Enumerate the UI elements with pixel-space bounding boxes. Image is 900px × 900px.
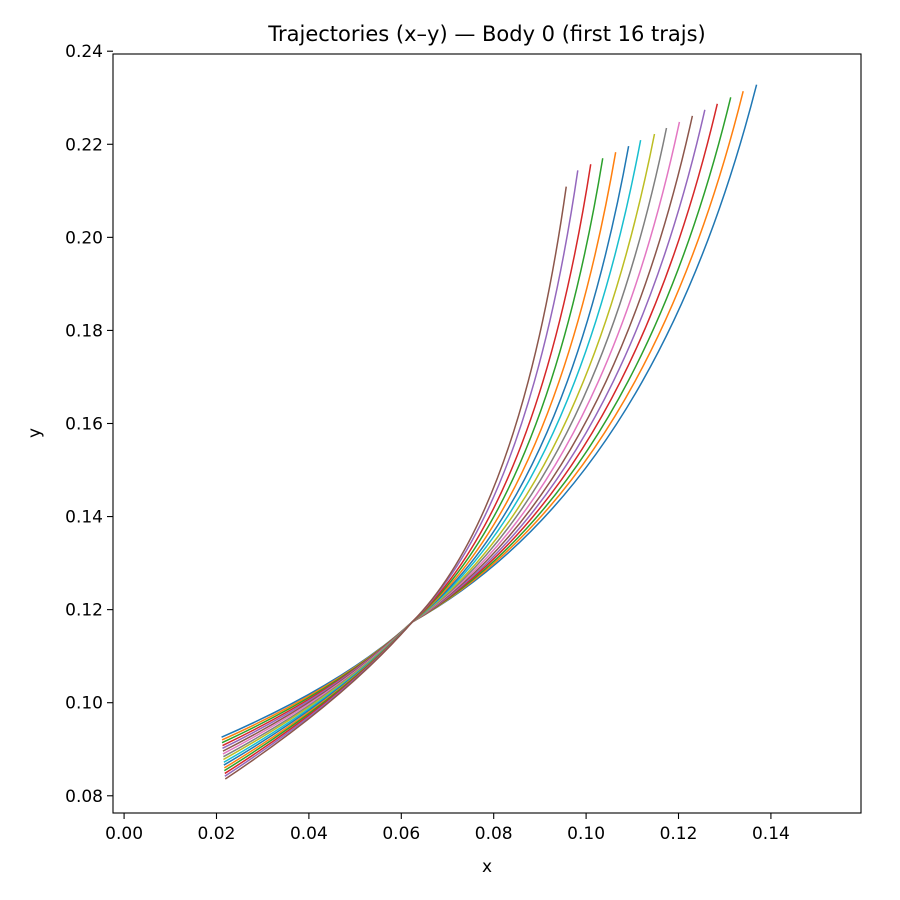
trajectory-line-2	[221, 97, 732, 744]
trajectory-line-5	[222, 115, 694, 752]
trajectory-line-12	[223, 158, 604, 772]
trajectory-line-15	[224, 186, 567, 780]
y-tick-label: 0.12	[65, 601, 103, 621]
trajectory-line-0	[221, 84, 758, 738]
y-axis-label: y	[25, 428, 45, 438]
trajectory-line-1	[221, 91, 744, 741]
y-tick-label: 0.16	[65, 414, 103, 434]
trajectory-line-9	[223, 139, 642, 763]
y-tick-label: 0.20	[65, 228, 103, 248]
x-axis-label: x	[482, 857, 492, 877]
x-tick-label: 0.04	[290, 824, 328, 844]
series-layer	[221, 84, 758, 780]
trajectory-line-6	[222, 121, 681, 755]
trajectory-line-3	[222, 103, 719, 747]
x-tick-label: 0.12	[660, 824, 698, 844]
x-tick-label: 0.08	[475, 824, 513, 844]
trajectory-line-7	[223, 127, 668, 758]
x-tick-label: 0.06	[382, 824, 420, 844]
y-tick-label: 0.14	[65, 508, 103, 528]
x-tick-label: 0.14	[752, 824, 790, 844]
trajectory-line-14	[224, 170, 579, 777]
x-tick-label: 0.02	[198, 824, 236, 844]
chart-title: Trajectories (x–y) — Body 0 (first 16 tr…	[267, 22, 705, 46]
trajectory-line-4	[222, 109, 706, 749]
y-tick-label: 0.22	[65, 135, 103, 155]
y-axis: 0.08 0.10 0.12 0.14 0.16 0.18 0.20 0.22 0.24	[65, 42, 113, 807]
x-tick-label: 0.00	[105, 824, 143, 844]
trajectory-line-11	[223, 152, 617, 769]
plot-frame	[112, 53, 862, 814]
y-tick-label: 0.10	[65, 694, 103, 714]
x-tick-label: 0.10	[567, 824, 605, 844]
x-axis: 0.00 0.02 0.04 0.06 0.08 0.10 0.12 0.14	[105, 813, 790, 844]
trajectory-line-10	[223, 146, 630, 766]
trajectory-line-8	[223, 133, 656, 761]
trajectory-line-13	[224, 164, 592, 775]
y-tick-label: 0.24	[65, 42, 103, 62]
y-tick-label: 0.08	[65, 787, 103, 807]
y-tick-label: 0.18	[65, 321, 103, 341]
